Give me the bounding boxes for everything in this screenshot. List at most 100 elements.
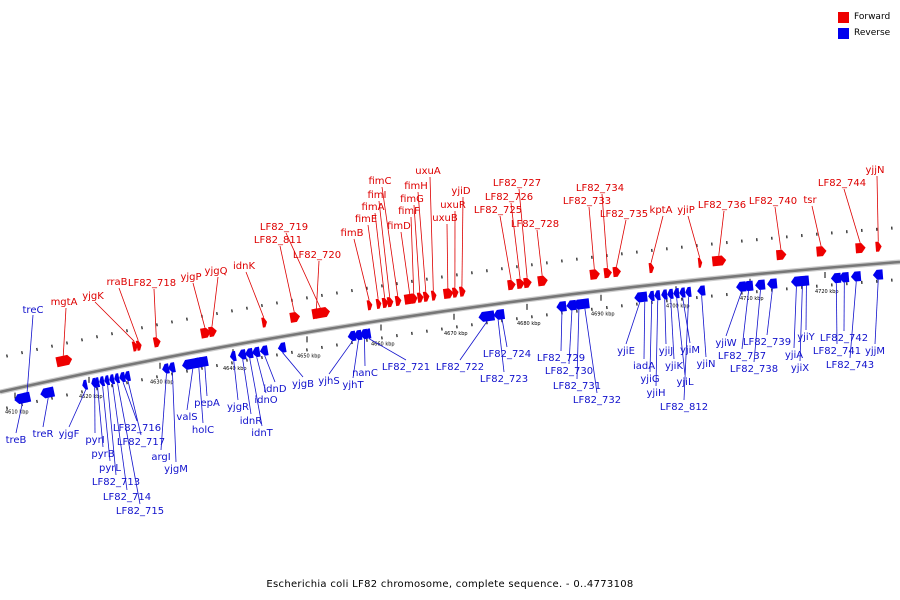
forward-gene-arrow (516, 278, 525, 290)
guide-dot-bottom (531, 315, 533, 319)
reverse-gene-arrow (872, 269, 884, 280)
guide-dot-top (246, 306, 248, 310)
guide-dot-bottom (5, 406, 9, 410)
forward-gene-arrow (697, 257, 703, 268)
guide-dot-bottom (426, 329, 428, 333)
leader-line-yjix (799, 286, 803, 362)
guide-dot-top (786, 235, 788, 239)
forward-gene-arrow (289, 312, 301, 323)
guide-dot-top (81, 338, 83, 342)
gene-label-trec: treC (23, 305, 44, 316)
guide-dot-top (860, 228, 863, 233)
forward-gene-arrow (208, 326, 217, 338)
leader-line-fimb (353, 238, 370, 301)
leader-line-lf82-735 (616, 219, 627, 267)
guide-dot-top (816, 232, 818, 236)
leader-line-mgta (62, 307, 67, 356)
leader-line-lf82-715 (117, 383, 141, 505)
reverse-gene-arrow (802, 275, 810, 286)
leader-line-yjgk (94, 301, 135, 342)
gene-label-rrab: rraB (106, 277, 127, 288)
guide-dot-bottom (846, 282, 848, 286)
reverse-gene-arrow (40, 386, 56, 399)
guide-dot-bottom (395, 334, 398, 338)
guide-dot-bottom (756, 290, 758, 294)
gene-label-lf82-735: LF82_735 (600, 209, 648, 220)
guide-dot-top (710, 242, 713, 246)
leader-line-yjgp (192, 282, 206, 328)
gene-label-pyrl: pyrL (99, 463, 121, 474)
guide-dot-top (261, 303, 263, 308)
reverse-gene-arrow (498, 309, 506, 320)
leader-line-yjiw (725, 291, 742, 337)
leader-line-lf82-743 (849, 281, 857, 359)
gene-label-yjij: yjiJ (659, 346, 673, 357)
gene-label-pyri: pyrI (85, 435, 104, 446)
guide-dot-bottom (726, 293, 728, 297)
gene-label-fima: fimA (362, 202, 385, 213)
guide-dot-top (545, 261, 548, 265)
guide-dot-top (621, 252, 623, 256)
gene-label-uxur: uxuR (440, 200, 466, 211)
guide-dot-bottom (471, 323, 473, 327)
guide-dot-top (830, 231, 833, 235)
gene-label-lf82-718: LF82_718 (128, 278, 176, 289)
leader-line-lf82-732 (584, 308, 598, 394)
reverse-gene-arrow (259, 345, 269, 356)
gene-label-uxua: uxuA (415, 166, 441, 177)
forward-gene-arrow (875, 241, 882, 252)
leader-line-trer (42, 397, 49, 428)
leader-line-lf82-721 (368, 338, 407, 361)
forward-gene-arrow (366, 300, 373, 311)
leader-line-yjgq (211, 276, 219, 327)
guide-dot-top (636, 250, 638, 254)
guide-dot-bottom (291, 350, 293, 355)
guide-dot-bottom (576, 309, 578, 313)
guide-dot-top (306, 296, 308, 300)
reverse-gene-arrow (743, 280, 754, 292)
guide-dot-bottom (80, 390, 83, 394)
forward-gene-arrow (152, 337, 161, 348)
gene-label-yjhs: yjhS (318, 376, 339, 387)
gene-label-lf82-744: LF82_744 (818, 178, 866, 189)
leader-line-lf82-737 (741, 290, 749, 350)
reverse-gene-arrow (697, 285, 706, 296)
leader-line-pepa (204, 366, 208, 397)
leader-line-tsr (811, 205, 822, 247)
guide-dot-top (456, 273, 458, 277)
leader-line-idnd (264, 355, 276, 383)
gene-label-lf82-741: LF82_741 (813, 346, 861, 357)
leader-line-yjgf (68, 389, 87, 428)
guide-dot-top (876, 227, 878, 231)
gene-label-lf82-723: LF82_723 (480, 374, 528, 385)
forward-gene-arrow (200, 327, 211, 339)
forward-gene-arrow (589, 269, 600, 280)
forward-gene-arrow (131, 341, 138, 352)
reverse-gene-arrow (91, 377, 98, 389)
gene-label-lf82-717: LF82_717 (117, 437, 165, 448)
guide-dot-bottom (411, 331, 413, 335)
leader-line-uxub (446, 223, 449, 289)
guide-dot-top (485, 269, 488, 273)
leader-line-lf82-811 (279, 245, 295, 313)
guide-dot-top (681, 245, 683, 249)
leader-line-yjgm (172, 372, 177, 463)
guide-dot-bottom (365, 338, 368, 342)
guide-dot-top (891, 226, 893, 230)
gene-label-yjip: yjiP (677, 205, 695, 216)
gene-label-yjgr: yjgR (227, 402, 249, 413)
scale-tick-label: 4680 kbp (517, 321, 541, 327)
forward-gene-arrow (410, 293, 418, 304)
reverse-gene-arrow (767, 278, 778, 289)
legend-swatch-reverse (838, 27, 849, 39)
guide-dot-top (6, 354, 9, 358)
reverse-gene-arrow (641, 291, 648, 302)
gene-label-lf82-743: LF82_743 (826, 360, 874, 371)
gene-label-lf82-720: LF82_720 (293, 250, 341, 261)
reverse-gene-arrow (353, 329, 363, 341)
leader-line-lf82-723 (497, 319, 505, 373)
gene-label-yjiw: yjiW (715, 338, 736, 349)
leader-line-treb (15, 403, 23, 434)
reverse-gene-arrow (736, 281, 747, 292)
